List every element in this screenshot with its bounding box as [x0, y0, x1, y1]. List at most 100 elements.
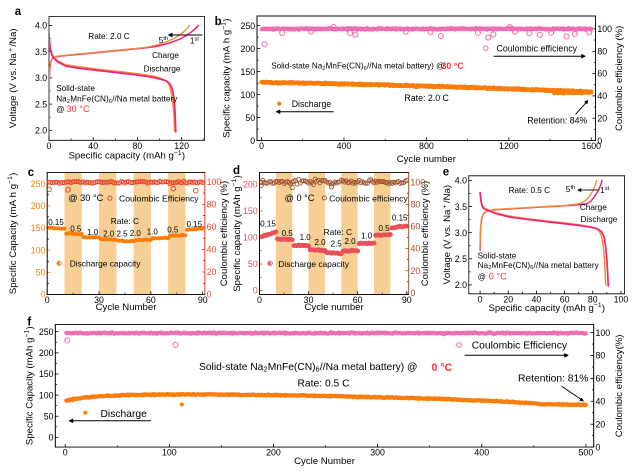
svg-text:250: 250: [39, 327, 54, 337]
svg-text:Charge: Charge: [580, 203, 607, 212]
svg-text:Rate: 0.5 C: Rate: 0.5 C: [509, 186, 551, 195]
svg-text:V o l t: V o l t a g e ( V v s . N a / N a ) +: [3, 24, 20, 128]
svg-text:100: 100: [39, 390, 54, 400]
svg-text:Discharge: Discharge: [581, 215, 618, 224]
svg-text:1.0: 1.0: [87, 228, 99, 237]
svg-text:c: c: [28, 167, 35, 179]
svg-text:40: 40: [532, 294, 542, 304]
svg-text:120: 120: [174, 141, 189, 151]
svg-text:Coulombic Efficiency: Coulombic Efficiency: [472, 341, 568, 352]
svg-text:150: 150: [243, 206, 258, 216]
svg-text:40: 40: [597, 91, 607, 101]
svg-text:2.0: 2.0: [130, 229, 142, 238]
svg-text:20: 20: [411, 266, 421, 276]
svg-text:S p e c: S p e c i f i c C a p a c i t y ( m A h: [0, 169, 20, 294]
svg-text:2.5: 2.5: [455, 254, 467, 264]
svg-text:0: 0: [478, 294, 483, 304]
svg-text:0: 0: [411, 288, 416, 298]
svg-text:100: 100: [614, 294, 629, 304]
svg-text:20: 20: [503, 294, 513, 304]
svg-text:150: 150: [241, 67, 256, 77]
svg-text:150: 150: [31, 223, 46, 233]
svg-text:60: 60: [207, 222, 217, 232]
svg-text:400: 400: [337, 141, 352, 151]
svg-text:Cycle number: Cycle number: [397, 154, 457, 165]
svg-text:200: 200: [31, 201, 46, 211]
svg-text:40: 40: [88, 141, 98, 151]
svg-text:d: d: [233, 165, 240, 177]
svg-text:Cycle number: Cycle number: [305, 302, 365, 313]
svg-text:3.0: 3.0: [35, 73, 47, 83]
svg-text:5 t h: 5 t h: [159, 27, 169, 47]
svg-text:1 s t: 1 s t: [190, 28, 202, 48]
svg-text:80: 80: [411, 199, 421, 209]
svg-text:0: 0: [207, 290, 212, 300]
svg-text:100: 100: [596, 328, 611, 338]
svg-text:100: 100: [411, 177, 426, 187]
svg-text:100: 100: [207, 177, 222, 187]
svg-text:Solid-state: Solid-state: [56, 84, 95, 93]
svg-text:Discharge capacity: Discharge capacity: [70, 259, 142, 269]
svg-text:300: 300: [370, 448, 385, 458]
svg-text:1 s t: 1 s t: [600, 177, 612, 197]
svg-text:1.0: 1.0: [361, 232, 373, 241]
svg-text:30 °C: 30 °C: [67, 104, 90, 114]
svg-text:0: 0: [250, 136, 255, 146]
svg-text:60: 60: [597, 69, 607, 79]
svg-text:150: 150: [39, 369, 54, 379]
svg-text:0: 0: [257, 295, 262, 305]
svg-text:60: 60: [353, 295, 363, 305]
svg-text:200: 200: [243, 180, 258, 190]
svg-text:Charge: Charge: [152, 51, 179, 60]
svg-text:200: 200: [39, 348, 54, 358]
svg-text:Discharge: Discharge: [292, 99, 332, 109]
svg-text:2.5: 2.5: [35, 99, 47, 109]
svg-text:f: f: [27, 317, 31, 329]
svg-text:0: 0: [63, 448, 68, 458]
svg-text:5 t h: 5 t h: [566, 176, 576, 196]
svg-text:100: 100: [243, 233, 258, 243]
svg-text:90: 90: [402, 295, 412, 305]
svg-text:1.0: 1.0: [147, 228, 159, 237]
svg-text:Coulombic Efficiency: Coulombic Efficiency: [119, 194, 199, 204]
svg-text:0.15: 0.15: [187, 220, 203, 229]
svg-text:2.5: 2.5: [116, 229, 128, 238]
svg-text:80: 80: [588, 294, 598, 304]
svg-text:S p e c: S p e c i f i c C a p a c i t y ( m A h: [16, 322, 37, 445]
svg-text:S o l i: S o l i d - s t a t e N a M n F e ( C N …: [199, 357, 422, 376]
svg-text:30 °C: 30 °C: [442, 61, 465, 71]
svg-text:Coulombic efficiency: Coulombic efficiency: [329, 193, 408, 203]
svg-text:Rate: 2.0 C: Rate: 2.0 C: [404, 93, 449, 103]
svg-text:S p e c: S p e c i f i c c a p a c i t y ( m A h: [69, 142, 190, 163]
svg-text:0 °C: 0 °C: [432, 362, 453, 374]
svg-text:3.0: 3.0: [455, 228, 467, 238]
svg-text:100: 100: [31, 245, 46, 255]
svg-text:50: 50: [245, 113, 255, 123]
svg-text:Retention: 84%: Retention: 84%: [527, 115, 587, 125]
svg-text:0: 0: [40, 290, 45, 300]
svg-text:60: 60: [560, 294, 570, 304]
svg-text:0 °C: 0 °C: [489, 272, 507, 282]
svg-text:1200: 1200: [499, 141, 519, 151]
svg-text:a: a: [15, 6, 22, 18]
svg-text:50: 50: [248, 259, 258, 269]
svg-text:50: 50: [36, 268, 46, 278]
svg-text:@ 0 °C: @ 0 °C: [285, 193, 315, 203]
svg-text:b: b: [215, 16, 222, 28]
svg-text:1.0: 1.0: [300, 233, 312, 242]
svg-text:40: 40: [596, 396, 606, 406]
svg-text:250: 250: [31, 179, 46, 189]
svg-text:400: 400: [474, 448, 489, 458]
svg-text:Coulombic efficiency(%): Coulombic efficiency(%): [614, 334, 625, 437]
svg-text:90: 90: [198, 295, 208, 305]
svg-text:40: 40: [411, 244, 421, 254]
svg-text:2.0: 2.0: [455, 280, 467, 290]
svg-text:@: @: [56, 105, 64, 114]
svg-text:0: 0: [253, 286, 258, 296]
svg-text:200: 200: [266, 448, 281, 458]
svg-text:60: 60: [411, 222, 421, 232]
svg-text:80: 80: [207, 200, 217, 210]
svg-text:Coulombic efficiency (%): Coulombic efficiency (%): [219, 181, 230, 286]
svg-text:20: 20: [596, 419, 606, 429]
svg-text:Rate: C: Rate: C: [111, 216, 139, 226]
